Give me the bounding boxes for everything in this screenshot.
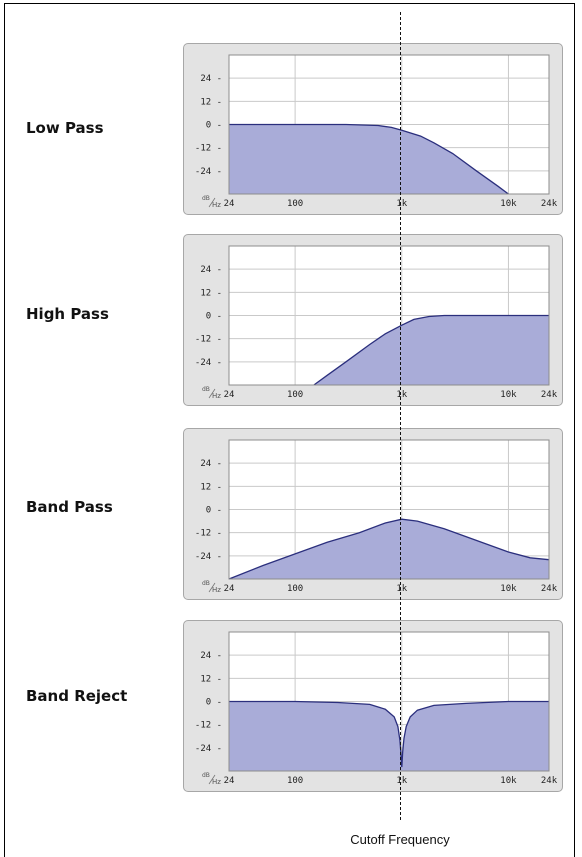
- y-tick-label: 12 -: [200, 482, 222, 492]
- unit-slash: [208, 582, 216, 593]
- x-tick-label: 24: [224, 584, 235, 594]
- unit-label-hz: Hz: [212, 201, 221, 209]
- x-tick-label: 10k: [500, 390, 517, 400]
- y-tick-label: -12 -: [195, 721, 222, 731]
- band-reject-label: Band Reject: [26, 687, 128, 705]
- y-tick-label: 12 -: [200, 288, 222, 298]
- x-tick-label: 24k: [541, 584, 558, 594]
- y-tick-label: 12 -: [200, 674, 222, 684]
- y-tick-label: 24 -: [200, 651, 222, 661]
- y-tick-label: -24 -: [195, 167, 222, 177]
- response-area: [229, 701, 549, 771]
- unit-label-hz: Hz: [212, 586, 221, 594]
- response-curve: [229, 123, 509, 195]
- band-pass-label: Band Pass: [26, 498, 113, 516]
- x-tick-label: 24: [224, 776, 235, 786]
- y-tick-label: 24 -: [200, 265, 222, 275]
- cutoff-frequency-line: [400, 12, 401, 820]
- low-pass-label: Low Pass: [26, 119, 104, 137]
- response-area: [229, 519, 549, 579]
- y-tick-label: 24 -: [200, 459, 222, 469]
- y-tick-label: 0 -: [206, 698, 222, 708]
- unit-label-hz: Hz: [212, 392, 221, 400]
- unit-label-db: dB: [202, 772, 210, 779]
- figure-frame: [4, 3, 575, 857]
- x-tick-label: 100: [287, 584, 303, 594]
- response-curve: [228, 518, 550, 580]
- high-pass-label: High Pass: [26, 305, 109, 323]
- low-pass-chart: 24 - 12 - 0 - -12 - -24 - 24 100 1k 10k 24k dB Hz: [183, 43, 563, 215]
- x-tick-label: 1k: [396, 584, 407, 594]
- y-tick-label: 12 -: [200, 97, 222, 107]
- unit-slash: [208, 197, 216, 208]
- x-tick-label: 24k: [541, 199, 558, 209]
- unit-label-db: dB: [202, 580, 210, 587]
- y-tick-label: 0 -: [206, 121, 222, 131]
- y-tick-label: 24 -: [200, 74, 222, 84]
- x-tick-label: 100: [287, 199, 303, 209]
- y-tick-label: -24 -: [195, 358, 222, 368]
- x-tick-label: 100: [287, 390, 303, 400]
- response-area: [313, 315, 549, 385]
- x-tick-label: 100: [287, 776, 303, 786]
- y-tick-label: 0 -: [206, 312, 222, 322]
- x-tick-label: 24: [224, 390, 235, 400]
- cutoff-frequency-label: Cutoff Frequency: [350, 832, 450, 847]
- x-tick-label: 1k: [396, 776, 407, 786]
- y-tick-label: -12 -: [195, 335, 222, 345]
- x-tick-label: 24k: [541, 776, 558, 786]
- unit-label-db: dB: [202, 195, 210, 202]
- y-tick-label: -12 -: [195, 529, 222, 539]
- response-area: [229, 124, 509, 194]
- y-tick-label: -24 -: [195, 744, 222, 754]
- y-tick-label: -24 -: [195, 552, 222, 562]
- x-tick-label: 10k: [500, 199, 517, 209]
- band-pass-chart: 24 - 12 - 0 - -12 - -24 - 24 100 1k 10k 24k dB Hz: [183, 428, 563, 600]
- unit-slash: [208, 388, 216, 399]
- response-curve: [313, 314, 549, 386]
- x-tick-label: 1k: [396, 390, 407, 400]
- x-tick-label: 1k: [396, 199, 407, 209]
- high-pass-chart: 24 - 12 - 0 - -12 - -24 - 24 100 1k 10k 24k dB Hz: [183, 234, 563, 406]
- x-tick-label: 10k: [500, 584, 517, 594]
- y-tick-label: 0 -: [206, 506, 222, 516]
- unit-label-hz: Hz: [212, 778, 221, 786]
- band-reject-chart: 24 - 12 - 0 - -12 - -24 - 24 100 1k 10k 24k dB Hz: [183, 620, 563, 792]
- unit-label-db: dB: [202, 386, 210, 393]
- response-curve: [229, 700, 549, 768]
- x-tick-label: 24: [224, 199, 235, 209]
- unit-slash: [208, 774, 216, 785]
- y-tick-label: -12 -: [195, 144, 222, 154]
- x-tick-label: 24k: [541, 390, 558, 400]
- x-tick-label: 10k: [500, 776, 517, 786]
